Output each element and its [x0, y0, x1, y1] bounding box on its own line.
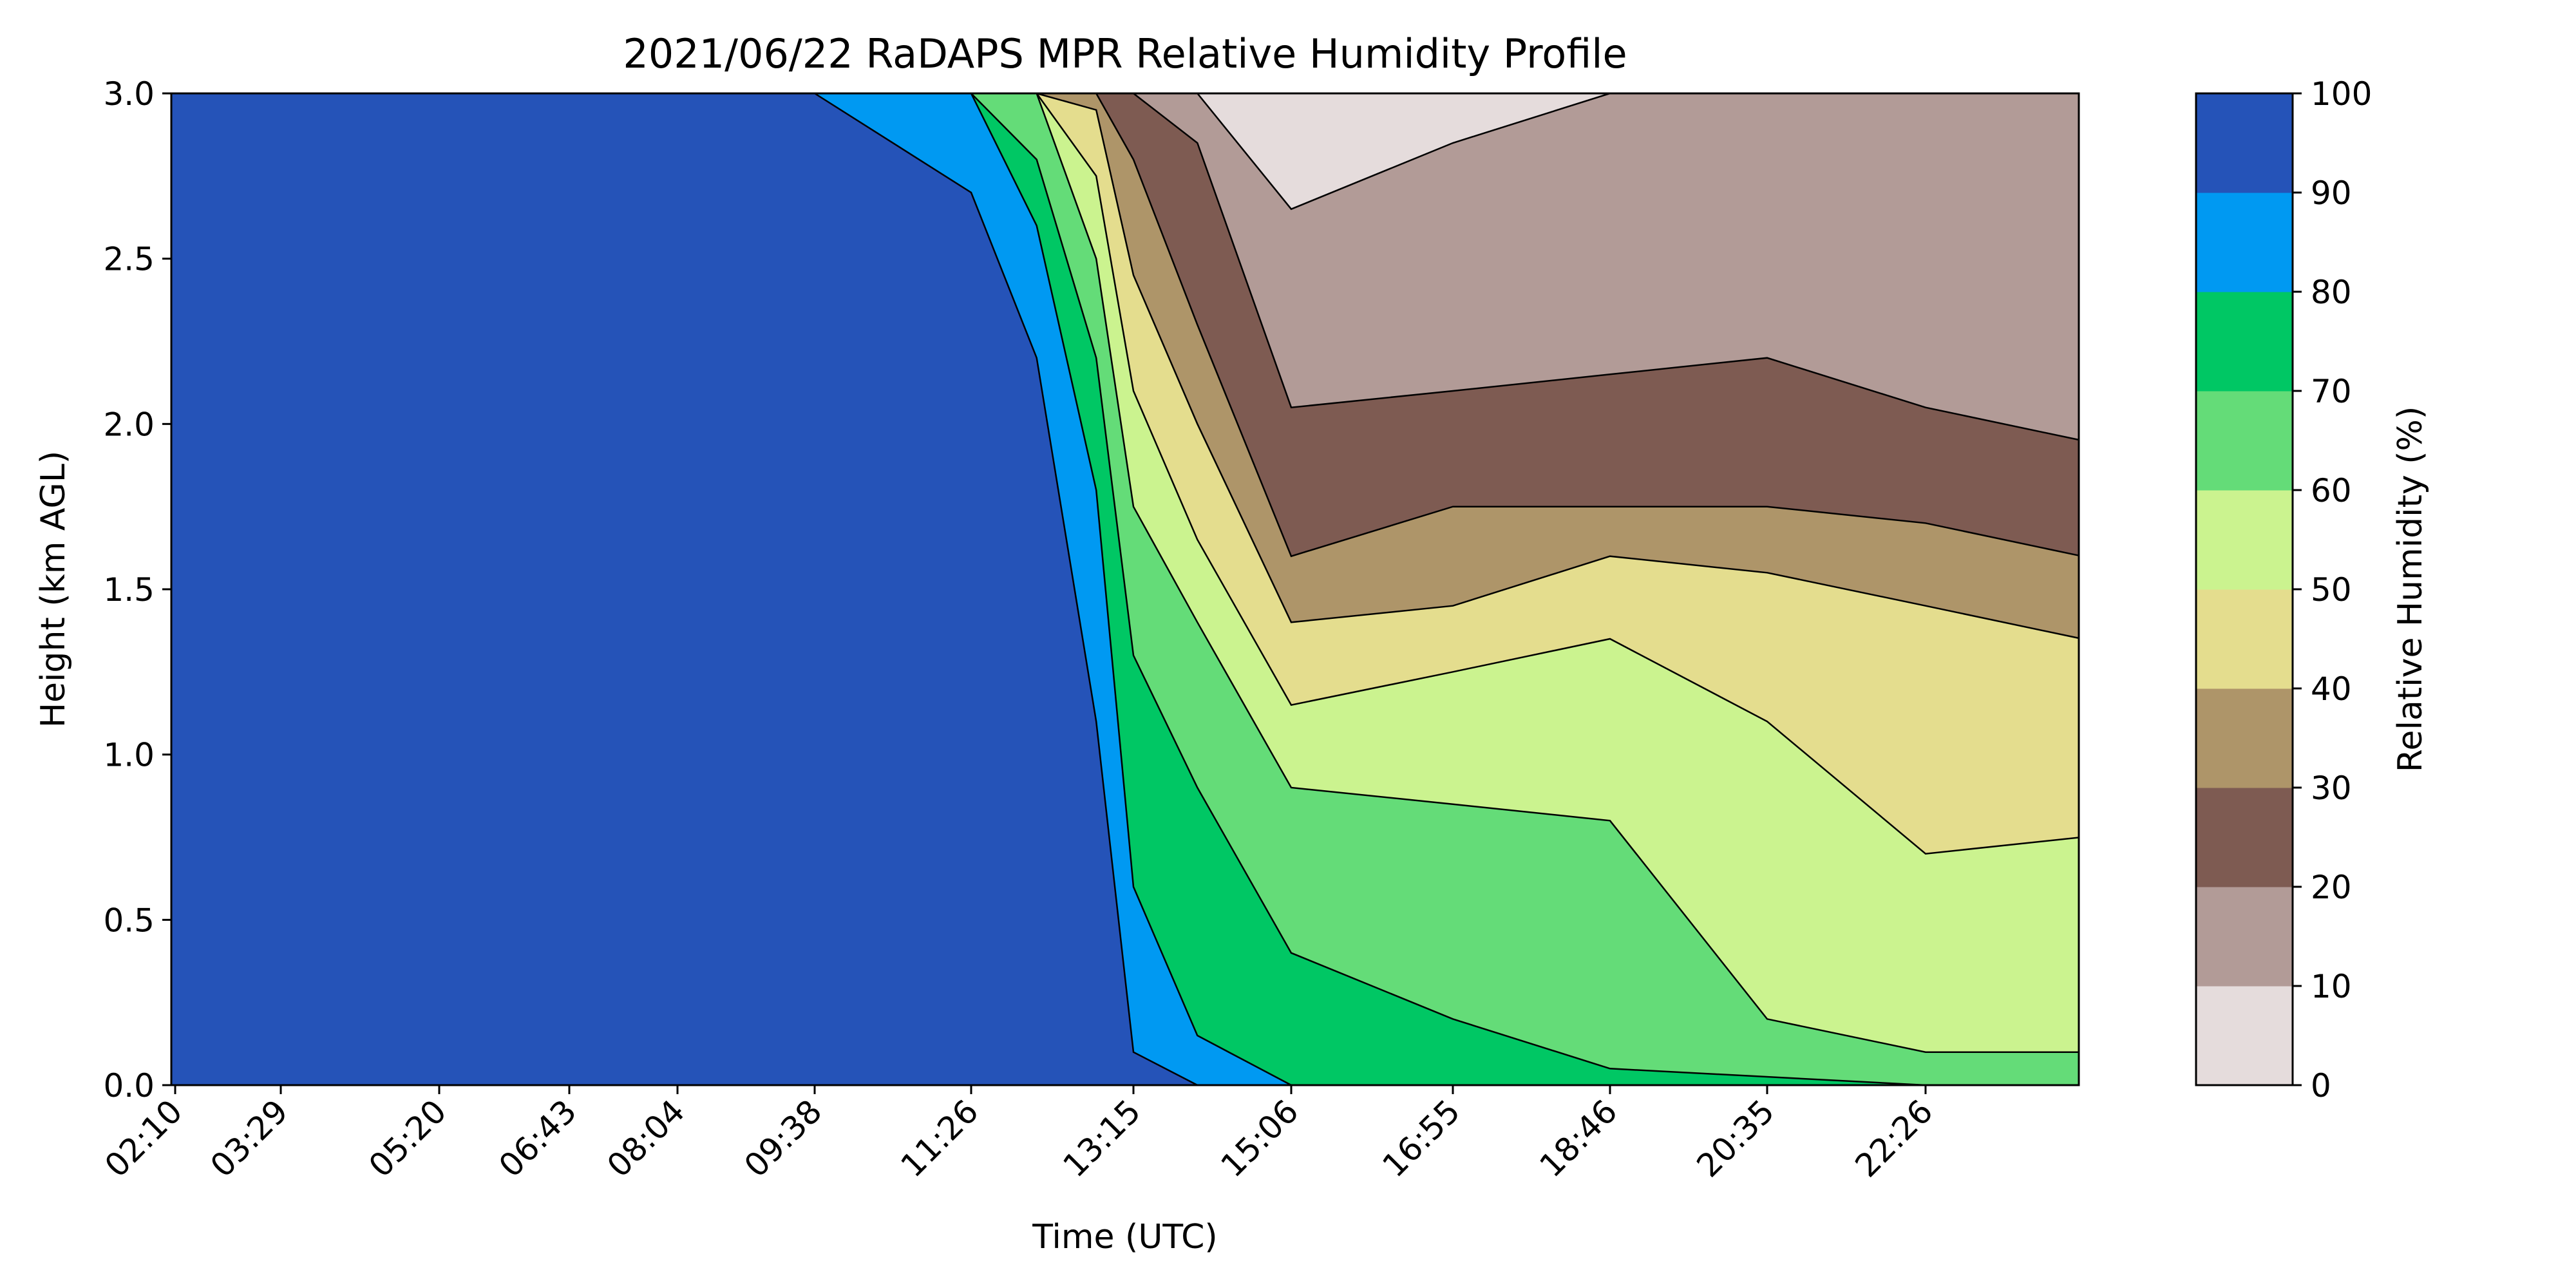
- x-tick-label: 11:26: [894, 1092, 986, 1184]
- x-tick-label: 03:29: [204, 1092, 296, 1184]
- y-axis: 0.0 0.5 1.0 1.5 2.0 2.5 3.0: [103, 75, 171, 1104]
- contour-line-60: [171, 93, 2079, 1053]
- x-tick-label: 20:35: [1690, 1092, 1782, 1184]
- x-tick-label: 06:43: [492, 1092, 584, 1184]
- band-below-20: [171, 93, 2079, 440]
- colorbar-tick-label: 40: [2311, 670, 2352, 708]
- contour-line-40: [171, 93, 2079, 639]
- colorbar: [2196, 93, 2293, 1086]
- contour-line-80: [171, 93, 2079, 1085]
- y-tick-label: 0.0: [103, 1067, 155, 1104]
- contour-line-70: [171, 93, 2079, 1085]
- x-tick-label: 18:46: [1533, 1092, 1625, 1184]
- colorbar-segment: [2196, 788, 2293, 887]
- x-tick-label: 05:20: [362, 1092, 454, 1184]
- x-tick-label: 13:15: [1056, 1092, 1148, 1184]
- colorbar-segment: [2196, 193, 2293, 292]
- chart-title: 2021/06/22 RaDAPS MPR Relative Humidity …: [623, 30, 1627, 77]
- contour-line-20: [171, 93, 2079, 441]
- colorbar-segment: [2196, 887, 2293, 987]
- y-tick-label: 3.0: [103, 75, 155, 113]
- y-tick-label: 1.5: [103, 571, 155, 609]
- colorbar-segment: [2196, 688, 2293, 788]
- y-tick-label: 1.0: [103, 737, 155, 774]
- colorbar-segment: [2196, 391, 2293, 491]
- plot-area: [171, 93, 2079, 1085]
- colorbar-tick-label: 60: [2311, 472, 2352, 509]
- y-axis-label: Height (km AGL): [34, 451, 73, 728]
- x-tick-label: 22:26: [1848, 1092, 1940, 1184]
- colorbar-tick-label: 70: [2311, 373, 2352, 410]
- colorbar-tick-label: 80: [2311, 274, 2352, 311]
- colorbar-tick-label: 100: [2311, 75, 2372, 113]
- x-axis: 02:10 03:29 05:20 06:43 08:04 09:38 11:26 13:15…: [98, 1085, 1940, 1184]
- colorbar-segment: [2196, 986, 2293, 1086]
- x-tick-label: 02:10: [98, 1092, 190, 1184]
- x-tick-label: 15:06: [1214, 1092, 1306, 1184]
- contour-line-30: [171, 93, 2079, 558]
- contour-line-10: [171, 93, 2079, 211]
- contour-lines: [171, 93, 2079, 1085]
- y-tick-label: 0.5: [103, 902, 155, 939]
- colorbar-tick-label: 0: [2311, 1067, 2331, 1104]
- colorbar-ticks: 0 10 20 30 40 50 60 70 80 90 100: [2293, 75, 2372, 1104]
- colorbar-segment: [2196, 292, 2293, 392]
- contour-line-90: [171, 93, 2079, 1085]
- colorbar-tick-label: 10: [2311, 968, 2352, 1005]
- colorbar-segment: [2196, 589, 2293, 689]
- colorbar-segment: [2196, 93, 2293, 193]
- y-tick-label: 2.5: [103, 241, 155, 278]
- colorbar-tick-label: 20: [2311, 869, 2352, 906]
- x-tick-label: 09:38: [737, 1092, 829, 1184]
- y-tick-label: 2.0: [103, 406, 155, 443]
- x-tick-label: 16:55: [1376, 1092, 1468, 1184]
- colorbar-tick-label: 30: [2311, 770, 2352, 807]
- colorbar-tick-label: 50: [2311, 571, 2352, 609]
- colorbar-segment: [2196, 490, 2293, 590]
- contour-line-50: [171, 93, 2079, 855]
- colorbar-label: Relative Humidity (%): [2391, 406, 2430, 773]
- x-tick-label: 08:04: [600, 1092, 692, 1184]
- colorbar-tick-label: 90: [2311, 175, 2352, 212]
- x-axis-label: Time (UTC): [1032, 1218, 1217, 1256]
